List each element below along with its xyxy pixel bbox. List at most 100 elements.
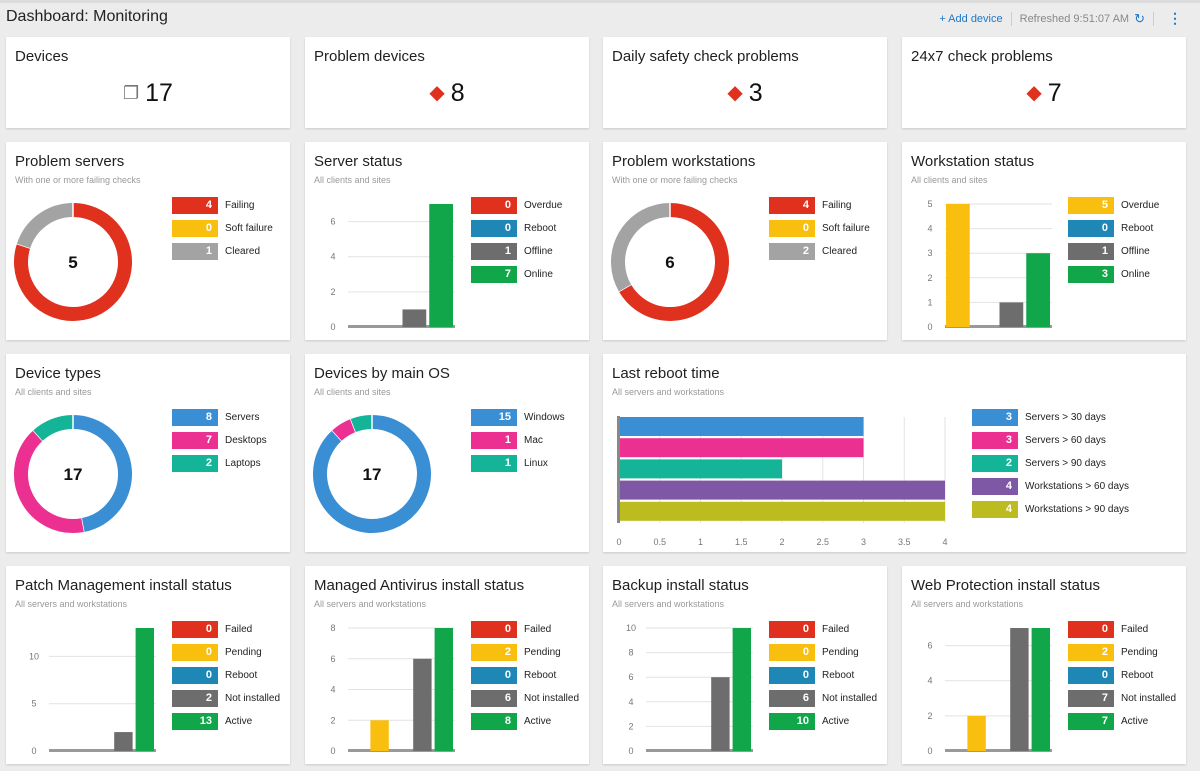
legend-item-reboot[interactable]: 0 Reboot — [1068, 667, 1176, 684]
legend-item-servers-60-days[interactable]: 3 Servers > 60 days — [972, 432, 1129, 449]
legend-item-offline[interactable]: 1 Offline — [471, 243, 562, 260]
legend-item-active[interactable]: 8 Active — [471, 713, 579, 730]
legend-item-servers-90-days[interactable]: 2 Servers > 90 days — [972, 455, 1129, 472]
legend-value: 0 — [471, 667, 517, 684]
card-backup-install-status: Backup install status All servers and wor… — [603, 566, 887, 764]
card-title[interactable]: 24x7 check problems — [911, 48, 1053, 65]
bar-workstations-60-days[interactable] — [619, 480, 945, 500]
legend-item-soft-failure[interactable]: 0 Soft failure — [769, 220, 870, 237]
legend-item-not-installed[interactable]: 2 Not installed — [172, 690, 280, 707]
legend-item-not-installed[interactable]: 7 Not installed — [1068, 690, 1176, 707]
legend-item-pending[interactable]: 0 Pending — [769, 644, 877, 661]
bar-offline[interactable] — [999, 302, 1024, 327]
bar-servers-30-days[interactable] — [619, 417, 864, 436]
legend-item-active[interactable]: 10 Active — [769, 713, 877, 730]
donut-slice-linux[interactable] — [350, 415, 373, 433]
refresh-icon[interactable]: ↻ — [1134, 10, 1145, 26]
legend-item-offline[interactable]: 1 Offline — [1068, 243, 1159, 260]
bar-servers-90-days[interactable] — [619, 459, 782, 479]
more-vertical-icon[interactable]: ⋮ — [1168, 10, 1182, 26]
card-title[interactable]: Last reboot time — [612, 365, 720, 382]
donut-slice-desktops[interactable] — [14, 430, 84, 533]
legend-item-reboot[interactable]: 0 Reboot — [471, 667, 579, 684]
legend-item-failing[interactable]: 4 Failing — [769, 197, 870, 214]
legend-item-soft-failure[interactable]: 0 Soft failure — [172, 220, 273, 237]
legend-item-windows[interactable]: 15 Windows — [471, 409, 565, 426]
legend-item-pending[interactable]: 2 Pending — [1068, 644, 1176, 661]
card-title[interactable]: Managed Antivirus install status — [314, 577, 525, 594]
card-title[interactable]: Devices by main OS — [314, 365, 450, 382]
add-device-button[interactable]: + Add device — [939, 12, 1003, 25]
bar-not-installed[interactable] — [1010, 628, 1029, 751]
bar-not-installed[interactable] — [114, 732, 133, 751]
bar-not-installed[interactable] — [413, 658, 432, 751]
card-title[interactable]: Device types — [15, 365, 101, 382]
stat-value-group[interactable]: ◆ 3 — [603, 79, 887, 108]
legend-item-mac[interactable]: 1 Mac — [471, 432, 565, 449]
bar-pending[interactable] — [967, 715, 986, 751]
legend-item-failed[interactable]: 0 Failed — [1068, 621, 1176, 638]
legend-item-servers-30-days[interactable]: 3 Servers > 30 days — [972, 409, 1129, 426]
donut-slice-failing[interactable] — [14, 203, 132, 321]
bar-offline[interactable] — [402, 309, 427, 327]
legend-item-desktops[interactable]: 7 Desktops — [172, 432, 267, 449]
legend-item-overdue[interactable]: 0 Overdue — [471, 197, 562, 214]
legend-item-online[interactable]: 7 Online — [471, 266, 562, 283]
card-title[interactable]: Patch Management install status — [15, 577, 232, 594]
legend-item-linux[interactable]: 1 Linux — [471, 455, 565, 472]
legend-item-laptops[interactable]: 2 Laptops — [172, 455, 267, 472]
bar-overdue[interactable] — [946, 204, 970, 327]
legend-item-failed[interactable]: 0 Failed — [769, 621, 877, 638]
card-title[interactable]: Problem workstations — [612, 153, 756, 170]
bar-pending[interactable] — [370, 720, 389, 751]
bar-servers-60-days[interactable] — [619, 438, 864, 458]
legend-item-workstations-60-days[interactable]: 4 Workstations > 60 days — [972, 478, 1129, 495]
donut-slice-mac[interactable] — [332, 418, 357, 441]
stat-value-group[interactable]: ◆ 8 — [305, 79, 589, 108]
donut-slice-failing[interactable] — [618, 203, 729, 321]
card-title[interactable]: Problem servers — [15, 153, 125, 170]
stat-value-group[interactable]: ◆ 7 — [902, 79, 1186, 108]
legend-item-failing[interactable]: 4 Failing — [172, 197, 273, 214]
card-title[interactable]: Web Protection install status — [911, 577, 1100, 594]
donut-slice-servers[interactable] — [72, 415, 132, 532]
card-title[interactable]: Backup install status — [612, 577, 749, 594]
bar-active[interactable] — [1031, 628, 1050, 751]
bar-active[interactable] — [732, 628, 751, 751]
legend-item-reboot[interactable]: 0 Reboot — [172, 667, 280, 684]
legend-item-failed[interactable]: 0 Failed — [471, 621, 579, 638]
card-title[interactable]: Devices — [15, 48, 69, 65]
y-tick-label: 4 — [330, 252, 335, 262]
bar-online[interactable] — [1026, 253, 1050, 327]
legend-item-reboot[interactable]: 0 Reboot — [769, 667, 877, 684]
legend-item-active[interactable]: 7 Active — [1068, 713, 1176, 730]
card-title[interactable]: Problem devices — [314, 48, 425, 65]
donut-slice-cleared[interactable] — [16, 203, 74, 249]
bar-online[interactable] — [429, 204, 453, 327]
legend-item-servers[interactable]: 8 Servers — [172, 409, 267, 426]
bar-active[interactable] — [434, 628, 453, 751]
card-title[interactable]: Daily safety check problems — [612, 48, 799, 65]
legend-item-overdue[interactable]: 5 Overdue — [1068, 197, 1159, 214]
bar-active[interactable] — [135, 628, 154, 751]
legend-item-reboot[interactable]: 0 Reboot — [471, 220, 562, 237]
legend-item-cleared[interactable]: 1 Cleared — [172, 243, 273, 260]
legend-item-pending[interactable]: 2 Pending — [471, 644, 579, 661]
legend-item-not-installed[interactable]: 6 Not installed — [769, 690, 877, 707]
donut-slice-laptops[interactable] — [33, 415, 74, 441]
legend-item-workstations-90-days[interactable]: 4 Workstations > 90 days — [972, 501, 1129, 518]
legend-item-online[interactable]: 3 Online — [1068, 266, 1159, 283]
legend-item-pending[interactable]: 0 Pending — [172, 644, 280, 661]
legend-item-failed[interactable]: 0 Failed — [172, 621, 280, 638]
bar-not-installed[interactable] — [711, 677, 730, 751]
donut-slice-windows[interactable] — [313, 415, 431, 533]
stat-value-group[interactable]: ❐ 17 — [6, 79, 290, 108]
card-title[interactable]: Server status — [314, 153, 403, 170]
card-title[interactable]: Workstation status — [911, 153, 1035, 170]
bar-workstations-90-days[interactable] — [619, 501, 945, 521]
legend-item-reboot[interactable]: 0 Reboot — [1068, 220, 1159, 237]
donut-slice-cleared[interactable] — [611, 203, 671, 292]
legend-item-not-installed[interactable]: 6 Not installed — [471, 690, 579, 707]
legend-item-active[interactable]: 13 Active — [172, 713, 280, 730]
legend-item-cleared[interactable]: 2 Cleared — [769, 243, 870, 260]
